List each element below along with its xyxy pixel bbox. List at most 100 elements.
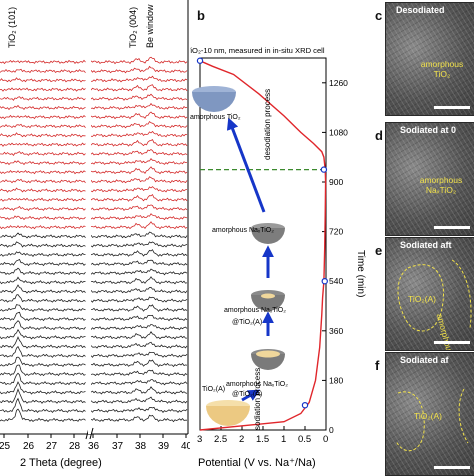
panel-b-ticks: 3 2.5 2 1.5 1 0.5 00 180 360 540 720 900 1080 1260 [197,78,348,445]
xrd-scan-right [90,186,188,193]
axis-break-mark [89,427,94,440]
xrd-scan-right [90,331,187,340]
tem-image-c: Desodiated amorphous TiO₂ [385,2,474,116]
xrd-scan-left [0,276,86,285]
xrd-scan-right [90,406,188,414]
particle-naxtio2 [251,223,285,244]
tem-c-phase: amorphous TiO₂ [420,59,464,79]
xrd-scan-left [0,311,86,322]
panel-label-f: f [375,358,380,373]
xrd-tick-label: 28 [69,441,81,452]
potential-axis-label: Potential (V vs. Na⁺/Na) [198,457,316,469]
potential-tick-label: 1.5 [256,434,269,445]
xrd-scan-left [0,284,86,294]
tem-d-phase: amorphous NaₓTiO₂ [419,175,463,195]
xrd-scan-right [90,268,188,276]
axis-break-gap [88,60,91,434]
xrd-scan-right [90,351,188,358]
xrd-scan-right [90,259,188,266]
xrd-tick-label: 37 [112,441,124,452]
xrd-scan-right [90,359,188,368]
xrd-scan-left [0,96,86,101]
xrd-scan-right [90,130,188,138]
xrd-scan-left [0,267,86,276]
panel-label-e: e [375,243,383,258]
time-tick-label: 900 [329,177,343,187]
time-tick-label: 1080 [329,127,348,137]
xrd-scan-right [90,341,188,349]
xrd-scan-left [0,388,86,404]
xrd-tick-label: 26 [23,441,35,452]
panel-b-title: TiO₂-10 nm, measured in in-situ XRD cell [190,46,325,55]
xrd-tick-label: 36 [88,441,100,452]
xrd-scan-right [90,241,188,248]
xrd-scan-right [90,84,188,92]
xrd-scan-left [0,345,86,358]
time-axis-label: Time (min) [355,250,366,297]
xrd-scan-left [0,59,86,65]
xrd-scan-right [90,369,188,377]
xrd-tick-label: 25 [0,441,11,452]
xrd-scan-right [90,75,188,83]
state-label-3a: amorphous NaₓTiO₂ [224,307,286,314]
xrd-scan-left [0,258,86,267]
xrd-scan-left [0,169,86,175]
xrd-scan-right [90,296,188,303]
tem-image-e: Sodiated aft TiO₂(A) amorphous [385,237,474,351]
panel-label-d: d [375,128,383,143]
xrd-scan-right [90,386,188,395]
xrd-scan-right [90,414,187,423]
xrd-scan-left [0,232,86,239]
curve-marker [301,402,309,409]
curve-marker [320,166,328,173]
peak-label-be-window: Be window [145,4,155,48]
xrd-scan-left [0,397,86,414]
sodiation-label: sodiation process [253,368,262,430]
xrd-scan-left [0,320,86,331]
state-label-4: amorphous NaₓTiO₂ [212,227,274,234]
xrd-tick-label: 38 [135,441,147,452]
xrd-scan-left [0,197,86,202]
panel-label-c: c [375,8,383,23]
xrd-panel: 25 26 27 28 36 37 38 39 40 TiO₂ (101) TiO₂ (004)… [0,0,190,469]
xrd-scan-right [90,379,188,386]
desodiation-label: desodiation process [263,89,272,160]
xrd-scan-left [0,356,86,368]
peak-label-tio2-004: TiO₂ (004) [128,7,138,48]
xrd-scan-left [0,215,86,221]
curve-marker [196,57,204,64]
particle-tio2-a [206,400,250,426]
xrd-tick-group: 25 26 27 28 36 37 38 39 40 [0,434,190,452]
xrd-tick-label: 40 [181,441,190,452]
tem-c-title: Desodiated [396,5,445,15]
xrd-scan-right [90,396,188,404]
time-tick-label: 360 [329,326,343,336]
potential-tick-label: 2 [239,434,244,445]
tem-d-title: Sodiated at 0 [400,125,457,135]
xrd-scan-left [0,132,86,138]
xrd-scan-left [0,328,86,340]
xrd-scan-right [90,176,188,184]
potential-panel: TiO₂-10 nm, measured in in-situ XRD cell… [190,46,366,469]
scale-bar [434,466,470,469]
process-arrow [226,117,266,213]
curve-marker [321,278,328,285]
tem-f-outline [395,388,469,452]
xrd-scan-left [0,68,86,74]
curve-markers [196,57,328,409]
potential-tick-label: 1 [281,434,286,445]
xrd-scan-right [90,213,188,221]
xrd-tick-label: 27 [46,441,58,452]
xrd-scan-left [0,381,86,395]
time-tick-label: 180 [329,375,343,385]
xrd-scan-left [0,372,86,386]
potential-tick-label: 0.5 [298,434,311,445]
xrd-scan-right [90,193,188,202]
xrd-scan-right [90,276,188,285]
xrd-scan-left [0,241,86,248]
xrd-scan-right [90,314,188,322]
tem-f-phase1: TiO₂(A) [413,411,442,421]
xrd-scan-right [90,111,188,120]
xrd-scan-left [0,205,86,212]
particle-shell-thin [251,349,285,370]
